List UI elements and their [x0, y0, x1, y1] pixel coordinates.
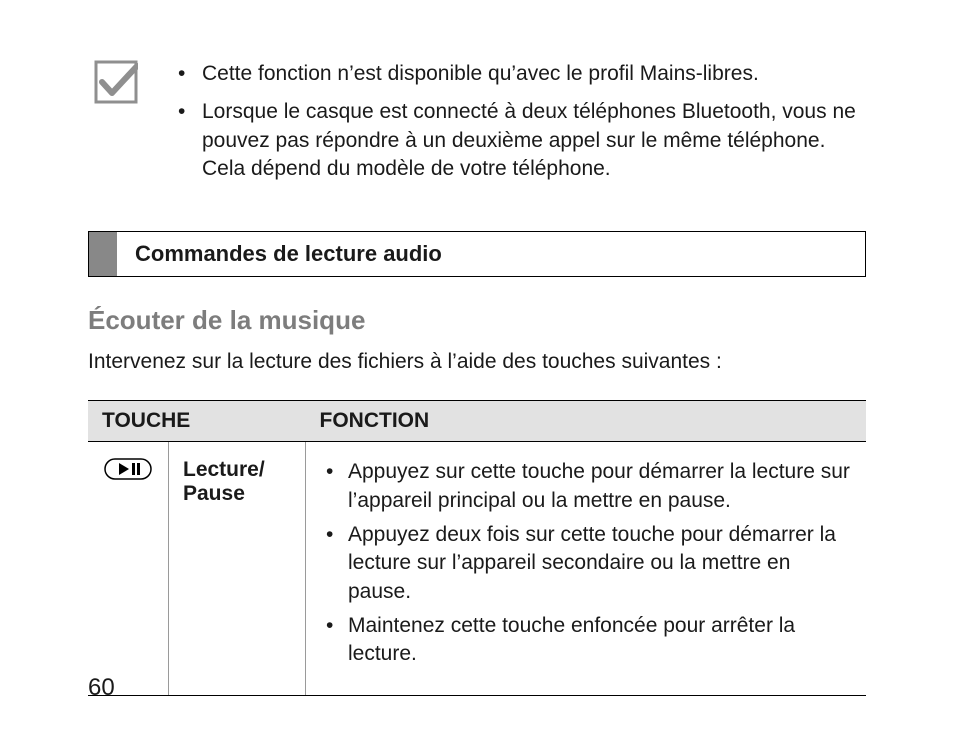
function-item: Appuyez deux fois sur cette touche pour …: [320, 521, 852, 606]
note-item: Cette fonction n’est disponible qu’avec …: [178, 60, 866, 88]
key-icon-cell: [88, 442, 169, 695]
sub-heading: Écouter de la musique: [88, 305, 866, 336]
col-touche: Touche: [88, 401, 306, 442]
page: Cette fonction n’est disponible qu’avec …: [0, 0, 954, 742]
col-fonction: Fonction: [306, 401, 867, 442]
function-cell: Appuyez sur cette touche pour démarrer l…: [306, 442, 867, 695]
section-accent: [89, 232, 117, 276]
section-title: Commandes de lecture audio: [117, 232, 442, 276]
intro-text: Intervenez sur la lecture des fichiers à…: [88, 350, 866, 374]
function-item: Appuyez sur cette touche pour démarrer l…: [320, 458, 852, 515]
note-item: Lorsque le casque est connecté à deux té…: [178, 98, 866, 183]
page-number: 60: [88, 674, 115, 702]
note-block: Cette fonction n’est disponible qu’avec …: [88, 60, 866, 193]
section-header: Commandes de lecture audio: [88, 231, 866, 277]
table-row: Lecture/ Pause Appuyez sur cette touche …: [88, 442, 866, 695]
table-header-row: Touche Fonction: [88, 401, 866, 442]
play-pause-key-icon: [104, 462, 152, 485]
function-list: Appuyez sur cette touche pour démarrer l…: [320, 458, 852, 668]
function-table: Touche Fonction Lecture/ Pause: [88, 400, 866, 695]
key-name: Lecture/ Pause: [169, 442, 306, 695]
check-note-icon: [94, 60, 138, 104]
note-list: Cette fonction n’est disponible qu’avec …: [178, 60, 866, 193]
function-item: Maintenez cette touche enfoncée pour arr…: [320, 612, 852, 669]
